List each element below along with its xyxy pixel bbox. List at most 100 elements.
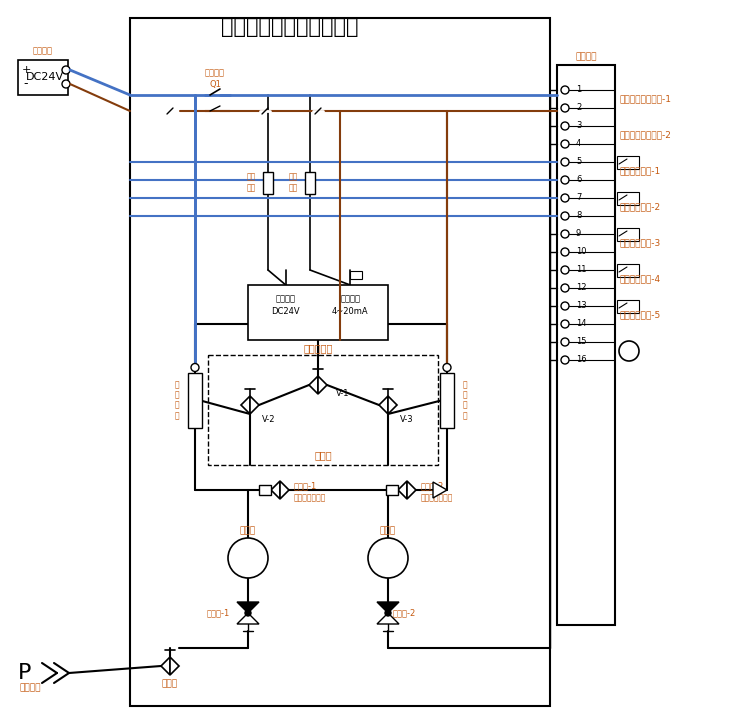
Text: 三阀组: 三阀组 (314, 450, 332, 460)
Text: 故障输出信号-5: 故障输出信号-5 (620, 311, 662, 319)
Text: 3: 3 (576, 122, 581, 131)
Text: 5: 5 (576, 157, 581, 167)
Text: 差压变送器: 差压变送器 (303, 343, 333, 353)
Bar (557, 65, 615, 625)
Polygon shape (377, 602, 399, 613)
Text: 减压阀-2: 减压阀-2 (393, 609, 416, 617)
Bar (440, 373, 454, 428)
Circle shape (619, 341, 639, 361)
Polygon shape (237, 613, 259, 624)
Text: 故障输出信号-2: 故障输出信号-2 (620, 203, 662, 211)
Polygon shape (407, 481, 416, 499)
Bar (130, 18, 550, 706)
Bar (386, 485, 398, 495)
Bar (259, 485, 271, 495)
Text: 电源接口: 电源接口 (33, 46, 53, 55)
Polygon shape (250, 396, 259, 414)
Bar (18, 60, 68, 95)
Text: 电动差压变送器实验模块: 电动差压变送器实验模块 (220, 17, 358, 37)
Bar (617, 264, 639, 277)
Text: （模拟管路堵）: （模拟管路堵） (294, 493, 326, 503)
Text: 电流表: 电流表 (620, 347, 636, 355)
Text: -: - (24, 77, 28, 91)
Circle shape (62, 66, 70, 74)
Circle shape (191, 363, 199, 371)
Text: 水
滤
器
阀: 水 滤 器 阀 (175, 380, 179, 420)
Text: 12: 12 (576, 283, 586, 293)
Circle shape (561, 356, 569, 364)
Circle shape (561, 158, 569, 166)
Text: P: P (243, 549, 253, 567)
Text: P: P (18, 663, 32, 683)
Bar (617, 300, 639, 313)
Text: 1: 1 (576, 86, 581, 94)
Text: DC24V: DC24V (26, 73, 64, 82)
Text: 压力表: 压力表 (380, 526, 396, 536)
Circle shape (385, 610, 391, 616)
Circle shape (561, 140, 569, 148)
Text: 16: 16 (576, 355, 586, 365)
Circle shape (561, 122, 569, 130)
Text: Q1: Q1 (209, 81, 221, 89)
Text: 8: 8 (576, 211, 581, 221)
Text: V-2: V-2 (262, 415, 275, 423)
Polygon shape (170, 657, 179, 675)
Circle shape (368, 538, 408, 578)
Polygon shape (388, 396, 397, 414)
Polygon shape (379, 396, 388, 414)
Bar (617, 192, 639, 205)
Text: 15: 15 (576, 337, 586, 347)
Circle shape (561, 302, 569, 310)
Text: P: P (383, 549, 393, 567)
Circle shape (561, 266, 569, 274)
Polygon shape (237, 602, 259, 613)
Text: DC24V: DC24V (272, 306, 300, 316)
Bar (305, 172, 315, 193)
Bar (188, 373, 202, 428)
Text: 电流输出: 电流输出 (340, 294, 360, 304)
Bar (263, 172, 273, 193)
Polygon shape (377, 613, 399, 624)
Circle shape (561, 284, 569, 292)
Text: 压力表: 压力表 (240, 526, 256, 536)
Polygon shape (161, 657, 170, 675)
Text: 电源开关: 电源开关 (205, 68, 225, 77)
Circle shape (561, 194, 569, 202)
Text: 模块类型判断信号-1: 模块类型判断信号-1 (620, 94, 672, 104)
Text: V-1: V-1 (336, 389, 350, 397)
Text: 7: 7 (576, 193, 581, 203)
Text: 信号接口: 信号接口 (575, 53, 597, 61)
Circle shape (561, 176, 569, 184)
Circle shape (228, 538, 268, 578)
Text: 电源输入: 电源输入 (276, 294, 296, 304)
Text: 模块类型判断信号-2: 模块类型判断信号-2 (620, 131, 672, 139)
Bar (248, 285, 388, 340)
Text: （模拟管路漏）: （模拟管路漏） (421, 493, 453, 503)
Circle shape (561, 212, 569, 220)
Text: 熔断
接头: 熔断 接头 (247, 173, 256, 193)
Text: 4~20mA: 4~20mA (332, 306, 368, 316)
Polygon shape (241, 396, 250, 414)
Text: V-3: V-3 (400, 415, 414, 423)
Text: 电磁阀-2: 电磁阀-2 (421, 482, 444, 490)
Text: mA: mA (622, 347, 636, 355)
Polygon shape (280, 481, 289, 499)
Text: 总气阀: 总气阀 (162, 679, 178, 689)
Text: 9: 9 (576, 229, 581, 239)
Polygon shape (318, 376, 327, 394)
Circle shape (561, 230, 569, 238)
Circle shape (561, 104, 569, 112)
Circle shape (561, 320, 569, 328)
Text: 故障输出信号-3: 故障输出信号-3 (620, 239, 662, 247)
Circle shape (62, 80, 70, 88)
Text: 10: 10 (576, 247, 586, 257)
Text: 13: 13 (576, 301, 586, 311)
Circle shape (245, 610, 251, 616)
Circle shape (561, 86, 569, 94)
Circle shape (561, 248, 569, 256)
Bar (617, 228, 639, 241)
Bar (350, 271, 362, 279)
Text: 水
滤
器
阀: 水 滤 器 阀 (463, 380, 467, 420)
Text: 电磁阀-1: 电磁阀-1 (294, 482, 317, 490)
Text: 6: 6 (576, 175, 581, 185)
